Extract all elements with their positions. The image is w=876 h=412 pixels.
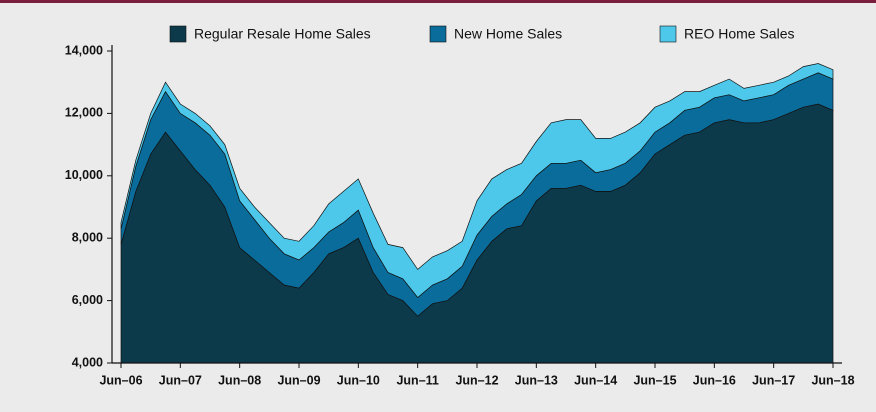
x-tick-label: Jun–10 [337, 373, 380, 387]
x-tick-label: Jun–11 [396, 373, 438, 387]
y-tick-label: 6,000 [72, 293, 103, 307]
x-tick-label: Jun–07 [159, 373, 202, 387]
legend-swatch [429, 25, 447, 43]
legend-label: New Home Sales [454, 26, 562, 42]
x-tick-label: Jun–16 [693, 373, 736, 387]
x-tick-label: Jun–12 [455, 373, 498, 387]
y-tick-label: 8,000 [72, 230, 103, 244]
x-tick-label: Jun–17 [752, 373, 795, 387]
x-tick-label: Jun–18 [811, 373, 854, 387]
legend-label: REO Home Sales [684, 26, 794, 42]
x-tick-label: Jun–15 [633, 373, 676, 387]
legend-label: Regular Resale Home Sales [194, 26, 371, 42]
x-tick-label: Jun–08 [218, 373, 261, 387]
y-tick-label: 4,000 [72, 355, 103, 369]
legend-swatch [659, 25, 677, 43]
y-tick-label: 10,000 [65, 168, 103, 182]
area [120, 63, 834, 298]
x-tick-label: Jun–14 [574, 373, 617, 387]
x-tick-label: Jun–09 [277, 373, 320, 387]
x-tick-label: Jun–13 [515, 373, 558, 387]
top-border [0, 0, 876, 3]
y-tick-label: 12,000 [65, 106, 103, 120]
y-tick-label: 14,000 [65, 43, 103, 57]
x-tick-label: Jun–06 [99, 373, 142, 387]
legend-swatch [169, 25, 187, 43]
